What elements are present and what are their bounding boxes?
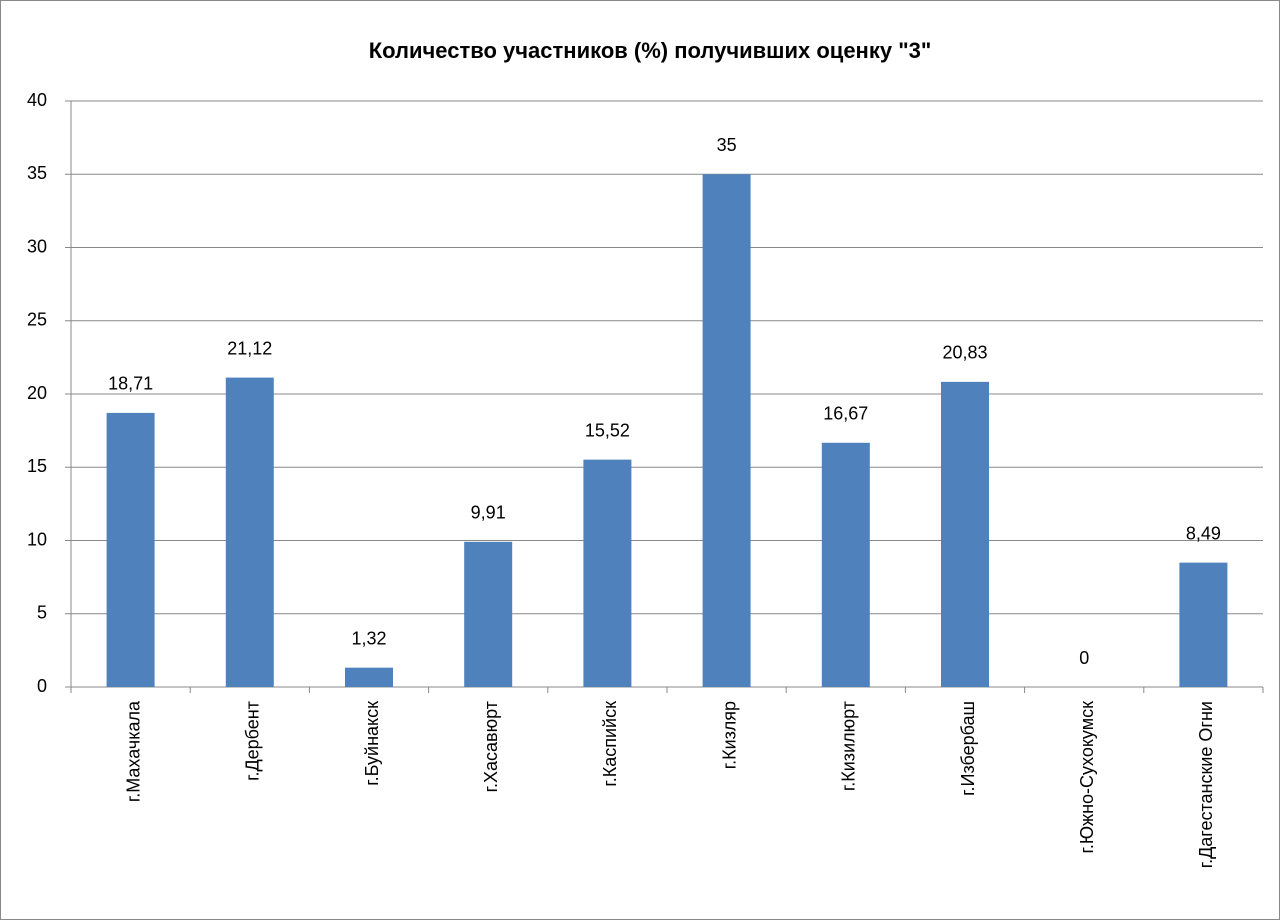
bar: [821, 442, 870, 687]
bar: [941, 381, 989, 687]
data-label: 0: [1079, 648, 1089, 668]
y-tick-label: 0: [37, 676, 47, 696]
bar: [106, 412, 155, 687]
x-tick-label: г.Дербент: [243, 701, 263, 781]
x-tick-label: г.Южно-Сухокумск: [1077, 701, 1097, 854]
x-tick-label: г.Махачкала: [123, 700, 143, 802]
y-tick-label: 5: [37, 603, 47, 623]
y-tick-label: 25: [27, 310, 47, 330]
x-tick-label: г.Кизляр: [719, 701, 739, 769]
x-tick-label: г.Буйнакск: [362, 701, 382, 786]
y-tick-label: 15: [27, 456, 47, 476]
bar: [583, 459, 632, 687]
data-label: 15,52: [585, 420, 630, 440]
bar: [1179, 562, 1228, 687]
x-tick-label: г.Каспийск: [600, 701, 620, 787]
y-tick-label: 10: [27, 529, 47, 549]
data-label: 35: [717, 135, 737, 155]
bar: [464, 541, 513, 687]
data-label: 9,91: [471, 503, 506, 523]
y-tick-label: 40: [27, 90, 47, 110]
x-tick-label: г.Кизилюрт: [839, 701, 859, 791]
y-tick-label: 20: [27, 383, 47, 403]
data-label: 21,12: [227, 338, 272, 358]
x-tick-label: г.Избербаш: [958, 701, 978, 796]
x-tick-label: г.Хасавюрт: [481, 701, 501, 792]
y-tick-label: 30: [27, 236, 47, 256]
data-label: 1,32: [351, 628, 386, 648]
chart-title: Количество участников (%) получивших оце…: [369, 38, 932, 63]
bar: [345, 667, 393, 687]
data-label: 16,67: [823, 404, 868, 424]
bar: [225, 377, 274, 687]
bar: [702, 174, 751, 687]
data-label: 8,49: [1186, 523, 1221, 543]
data-label: 18,71: [108, 374, 153, 394]
y-tick-label: 35: [27, 163, 47, 183]
data-label: 20,83: [942, 343, 987, 363]
x-tick-label: г.Дагестанские Огни: [1196, 701, 1216, 868]
